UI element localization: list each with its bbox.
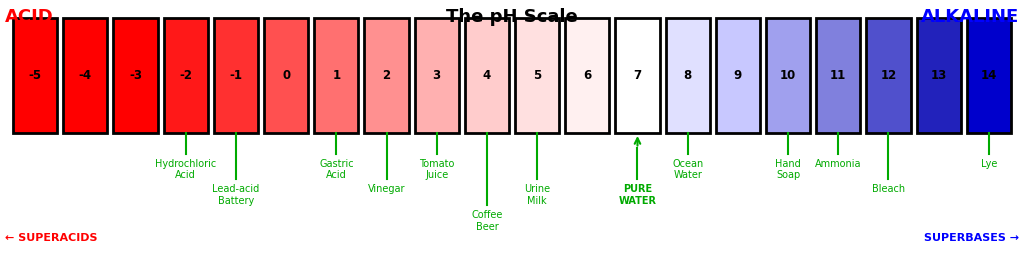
Text: 9: 9 <box>734 69 742 82</box>
Text: -2: -2 <box>179 69 193 82</box>
Text: -5: -5 <box>29 69 42 82</box>
Text: Gastric
Acid: Gastric Acid <box>319 159 353 180</box>
Text: Coffee
Beer: Coffee Beer <box>471 210 503 231</box>
Text: Ammonia: Ammonia <box>815 159 861 169</box>
Text: 11: 11 <box>830 69 847 82</box>
Bar <box>766 18 810 133</box>
Bar <box>916 18 961 133</box>
Bar <box>666 18 710 133</box>
Text: Tomato
Juice: Tomato Juice <box>419 159 455 180</box>
Text: Vinegar: Vinegar <box>368 184 406 194</box>
Bar <box>264 18 308 133</box>
Text: 0: 0 <box>282 69 290 82</box>
Text: 8: 8 <box>684 69 692 82</box>
Bar <box>967 18 1011 133</box>
Text: 5: 5 <box>532 69 542 82</box>
Text: -3: -3 <box>129 69 142 82</box>
Bar <box>716 18 760 133</box>
Bar <box>866 18 910 133</box>
Bar <box>214 18 258 133</box>
Text: ACID: ACID <box>5 8 54 26</box>
Text: ← SUPERACIDS: ← SUPERACIDS <box>5 233 97 243</box>
Bar <box>565 18 609 133</box>
Bar <box>314 18 358 133</box>
Bar <box>515 18 559 133</box>
Bar <box>63 18 108 133</box>
Text: SUPERBASES →: SUPERBASES → <box>924 233 1019 243</box>
Bar <box>365 18 409 133</box>
Text: Ocean
Water: Ocean Water <box>672 159 703 180</box>
Bar <box>816 18 860 133</box>
Text: -4: -4 <box>79 69 92 82</box>
Text: 6: 6 <box>584 69 592 82</box>
Text: Hand
Soap: Hand Soap <box>775 159 801 180</box>
Text: 14: 14 <box>981 69 997 82</box>
Text: Lye: Lye <box>981 159 997 169</box>
Text: 10: 10 <box>780 69 797 82</box>
Bar <box>13 18 57 133</box>
Text: ALKALINE: ALKALINE <box>921 8 1019 26</box>
Bar <box>164 18 208 133</box>
Text: Urine
Milk: Urine Milk <box>524 184 550 206</box>
Bar <box>114 18 158 133</box>
Text: 7: 7 <box>634 69 642 82</box>
Text: 4: 4 <box>482 69 492 82</box>
Bar <box>415 18 459 133</box>
Text: Lead-acid
Battery: Lead-acid Battery <box>212 184 259 206</box>
Text: -1: -1 <box>229 69 243 82</box>
Text: Bleach: Bleach <box>871 184 905 194</box>
Text: 2: 2 <box>382 69 390 82</box>
Bar <box>615 18 659 133</box>
Text: Hydrochloric
Acid: Hydrochloric Acid <box>155 159 216 180</box>
Text: 12: 12 <box>881 69 897 82</box>
Text: 3: 3 <box>433 69 440 82</box>
Text: PURE
WATER: PURE WATER <box>618 184 656 206</box>
Bar <box>465 18 509 133</box>
Text: 13: 13 <box>931 69 947 82</box>
Text: The pH Scale: The pH Scale <box>446 8 578 26</box>
Text: 1: 1 <box>332 69 340 82</box>
